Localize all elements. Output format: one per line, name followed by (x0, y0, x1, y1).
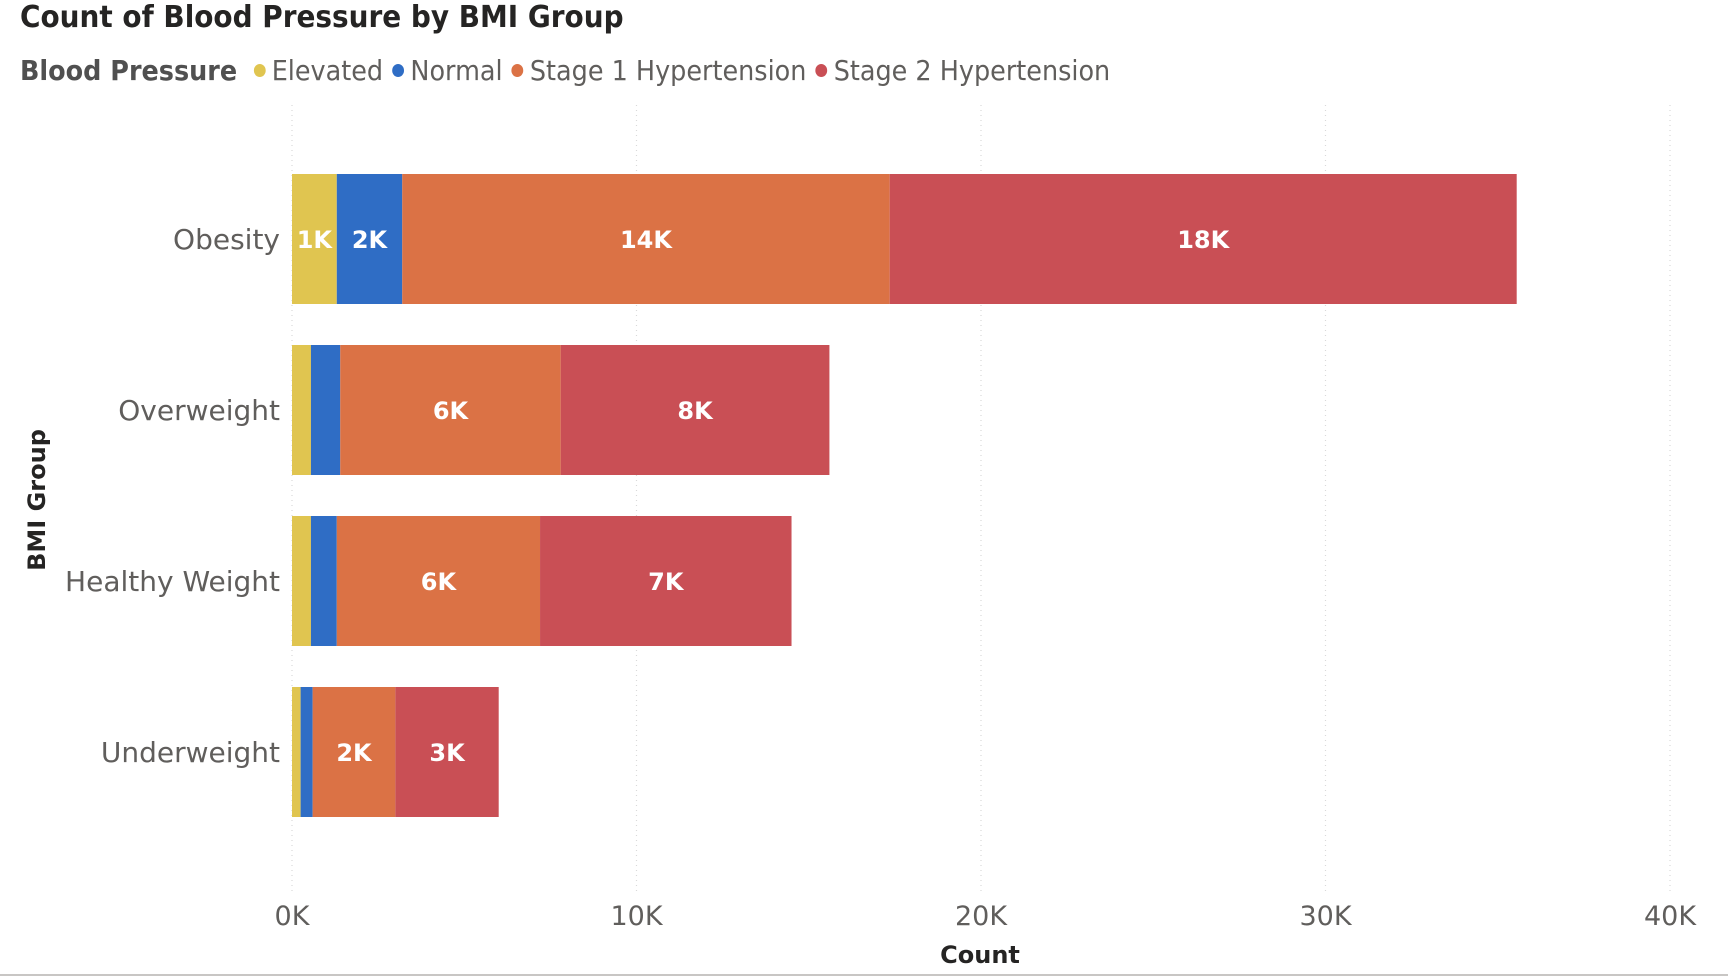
x-tick-label: 30K (1299, 901, 1352, 932)
legend-item-normal[interactable]: Normal (392, 54, 503, 87)
chart-title: Count of Blood Pressure by BMI Group (20, 0, 624, 35)
bar-segment (336, 174, 403, 304)
x-tick-label: 10K (610, 901, 663, 932)
bar-segment (395, 687, 499, 817)
legend-item-stage-2[interactable]: Stage 2 Hypertension (815, 54, 1110, 87)
y-category-label: Underweight (101, 736, 280, 769)
legend-title: Blood Pressure (20, 54, 238, 87)
bar-segment (340, 345, 561, 475)
data-label: 6K (421, 568, 458, 596)
bar-segment (292, 174, 337, 304)
legend-marker-icon (392, 64, 405, 77)
bar-segment (540, 516, 792, 646)
data-label: 2K (336, 739, 373, 767)
data-label: 18K (1177, 226, 1230, 254)
bar-segment (312, 687, 396, 817)
bottom-divider (0, 974, 1728, 976)
bar-segment (292, 516, 311, 646)
bar-segment (300, 687, 313, 817)
legend: Blood Pressure Elevated Normal Stage 1 H… (20, 54, 1119, 87)
data-label: 8K (677, 397, 714, 425)
y-axis-title: BMI Group (23, 429, 51, 571)
y-category-label: Obesity (173, 223, 280, 256)
legend-item-stage-1[interactable]: Stage 1 Hypertension (511, 54, 807, 87)
x-axis-title: Count (940, 941, 1020, 969)
legend-marker-icon (253, 64, 266, 77)
bar-segment (336, 516, 541, 646)
data-label: 3K (429, 739, 466, 767)
x-tick-label: 40K (1644, 901, 1697, 932)
bar-segment (402, 174, 890, 304)
data-label: 1K (297, 226, 334, 254)
x-tick-label: 20K (955, 901, 1008, 932)
bar-segment (310, 345, 341, 475)
legend-label: Stage 1 Hypertension (529, 54, 807, 87)
y-category-label: Healthy Weight (65, 565, 280, 598)
legend-marker-icon (815, 64, 828, 77)
bar-segment (560, 345, 830, 475)
legend-label: Elevated (271, 54, 384, 87)
data-label: 14K (620, 226, 673, 254)
bar-segment (310, 516, 337, 646)
legend-marker-icon (511, 64, 524, 77)
bar-segment (292, 687, 301, 817)
legend-item-elevated[interactable]: Elevated (253, 54, 384, 87)
bar-segment (889, 174, 1517, 304)
data-label: 6K (433, 397, 470, 425)
x-tick-label: 0K (275, 901, 311, 932)
data-label: 7K (648, 568, 685, 596)
bar-segment (292, 345, 311, 475)
y-category-label: Overweight (118, 394, 280, 427)
legend-label: Normal (410, 54, 503, 87)
data-label: 2K (352, 226, 389, 254)
legend-label: Stage 2 Hypertension (833, 54, 1111, 87)
